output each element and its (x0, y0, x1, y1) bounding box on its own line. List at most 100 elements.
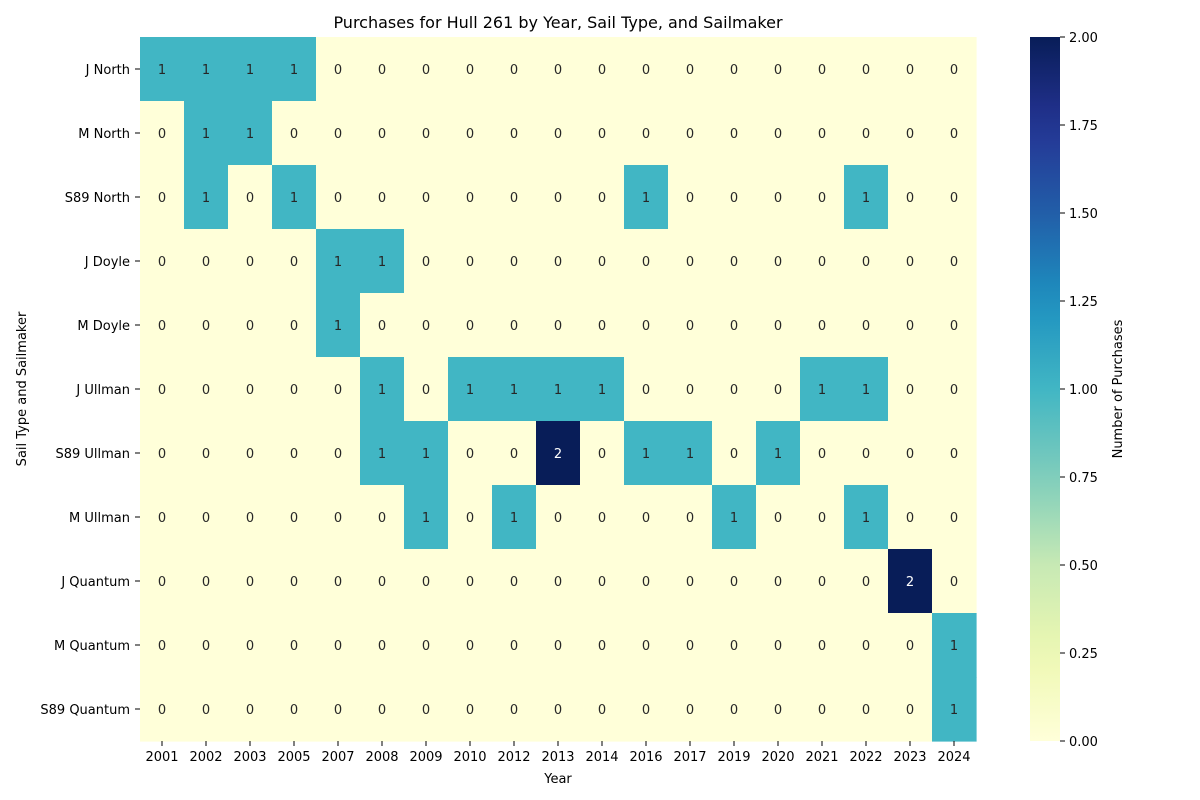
cell-value-label: 0 (686, 63, 694, 78)
heatmap-cell (756, 37, 801, 102)
cell-value-label: 0 (818, 191, 826, 206)
cell-value-label: 0 (422, 191, 430, 206)
cell-value-label: 0 (202, 575, 210, 590)
cell-value-label: 0 (598, 319, 606, 334)
cell-value-label: 0 (246, 383, 254, 398)
x-tick-label: 2005 (277, 750, 310, 765)
cell-value-label: 1 (510, 383, 518, 398)
cell-value-label: 0 (378, 319, 386, 334)
heatmap-cell (272, 357, 317, 422)
heatmap-cell (932, 165, 977, 230)
cell-value-label: 0 (554, 319, 562, 334)
heatmap-cell (536, 101, 581, 166)
cell-value-label: 0 (730, 575, 738, 590)
x-tick-label: 2022 (849, 750, 882, 765)
heatmap-cell (844, 229, 889, 294)
cell-value-label: 0 (818, 447, 826, 462)
cell-value-label: 1 (730, 511, 738, 526)
cell-value-label: 0 (422, 319, 430, 334)
heatmap-cell (580, 357, 625, 422)
heatmap-cell (228, 37, 273, 102)
heatmap-cell (272, 677, 317, 742)
heatmap-cell (228, 229, 273, 294)
heatmap-cell (140, 357, 185, 422)
cell-value-label: 0 (554, 191, 562, 206)
colorbar-tick-label: 0.50 (1069, 559, 1098, 574)
heatmap-cell (712, 357, 757, 422)
heatmap-cell (316, 229, 361, 294)
heatmap-cell (360, 37, 405, 102)
heatmap-cell (316, 293, 361, 358)
cell-value-label: 0 (950, 191, 958, 206)
cell-value-label: 1 (466, 383, 474, 398)
cell-value-label: 0 (642, 703, 650, 718)
heatmap-cell (492, 37, 537, 102)
heatmap-cell (668, 613, 713, 678)
heatmap-cell (360, 677, 405, 742)
cell-value-label: 0 (598, 127, 606, 142)
heatmap-cell (668, 357, 713, 422)
cell-value-label: 0 (290, 319, 298, 334)
heatmap-cell (580, 613, 625, 678)
cell-value-label: 0 (246, 255, 254, 270)
cell-value-label: 0 (246, 575, 254, 590)
cell-value-label: 0 (202, 255, 210, 270)
cell-value-label: 0 (466, 447, 474, 462)
heatmap-cell (756, 485, 801, 550)
cell-value-label: 0 (378, 639, 386, 654)
cell-value-label: 0 (554, 639, 562, 654)
cell-value-label: 0 (422, 639, 430, 654)
heatmap-cell (800, 37, 845, 102)
cell-value-label: 0 (334, 447, 342, 462)
cell-value-label: 1 (378, 383, 386, 398)
cell-value-label: 0 (334, 191, 342, 206)
colorbar-tick-label: 0.25 (1069, 647, 1098, 662)
heatmap-cell (888, 677, 933, 742)
cell-value-label: 0 (686, 127, 694, 142)
heatmap-cell (184, 677, 229, 742)
cell-value-label: 0 (642, 383, 650, 398)
cell-value-label: 0 (906, 447, 914, 462)
heatmap-cell (712, 229, 757, 294)
heatmap-cell (536, 485, 581, 550)
x-tick-label: 2003 (233, 750, 266, 765)
y-tick-label: S89 Ullman (55, 447, 130, 462)
heatmap-cell (448, 101, 493, 166)
heatmap-cell (360, 357, 405, 422)
y-tick-label: M Quantum (54, 639, 130, 654)
heatmap-cell (272, 165, 317, 230)
cell-value-label: 0 (158, 255, 166, 270)
heatmap-cell (492, 421, 537, 486)
cell-value-label: 1 (686, 447, 694, 462)
cell-value-label: 0 (246, 319, 254, 334)
cell-value-label: 0 (554, 511, 562, 526)
cell-value-label: 1 (862, 511, 870, 526)
cell-value-label: 0 (202, 447, 210, 462)
cell-value-label: 0 (686, 191, 694, 206)
cell-value-label: 0 (290, 447, 298, 462)
heatmap-cell (404, 165, 449, 230)
cell-value-label: 0 (774, 63, 782, 78)
colorbar-tick-label: 1.50 (1069, 207, 1098, 222)
heatmap-cell (668, 101, 713, 166)
cell-value-label: 0 (290, 255, 298, 270)
heatmap-cell (140, 613, 185, 678)
heatmap-cell (624, 293, 669, 358)
heatmap-cell (932, 293, 977, 358)
cell-value-label: 1 (642, 191, 650, 206)
cell-value-label: 0 (730, 191, 738, 206)
cell-value-label: 0 (334, 575, 342, 590)
heatmap-cell (580, 165, 625, 230)
cell-value-label: 0 (686, 255, 694, 270)
y-tick-label: J Ullman (75, 383, 130, 398)
heatmap-cell (932, 613, 977, 678)
heatmap-cell (844, 613, 889, 678)
heatmap-cell (272, 485, 317, 550)
heatmap-cell (536, 165, 581, 230)
cell-value-label: 1 (950, 639, 958, 654)
cell-value-label: 0 (158, 319, 166, 334)
heatmap-cell (888, 229, 933, 294)
cell-value-label: 0 (950, 575, 958, 590)
heatmap-cell (404, 549, 449, 614)
heatmap-cell (536, 229, 581, 294)
